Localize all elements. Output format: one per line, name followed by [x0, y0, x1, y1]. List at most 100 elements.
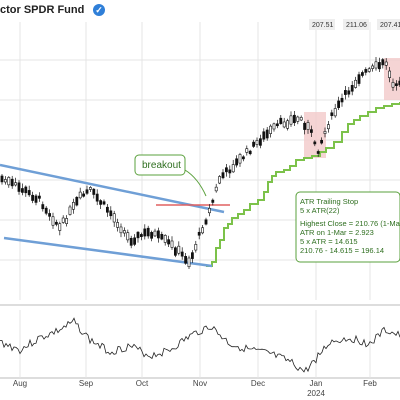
candle-body [61, 217, 65, 223]
candle-body [208, 208, 211, 214]
candle-body [129, 237, 133, 246]
candle-body [289, 115, 293, 125]
candle-body [170, 240, 174, 248]
chart-title: ctor SPDR Fund [0, 4, 85, 16]
candle-body [136, 231, 140, 239]
indicator-line [0, 317, 400, 373]
candle-body [292, 114, 296, 124]
candle-body [102, 201, 106, 205]
candle-body [320, 139, 324, 144]
candle-body [92, 188, 96, 195]
candle-body [10, 178, 14, 187]
price-tag: 211.06 [346, 22, 367, 29]
candle-body [51, 216, 55, 226]
candle-body [194, 244, 198, 251]
candle-body [48, 213, 52, 217]
candle-body [99, 200, 103, 205]
price-tag-bg [377, 19, 400, 30]
candle-body [41, 204, 45, 210]
x-tick-label: Feb [363, 379, 377, 388]
year-label: 2024 [307, 389, 325, 398]
candle-body [286, 120, 290, 129]
candle-body [174, 247, 177, 256]
upper-trendline [0, 163, 225, 214]
candle-body [160, 233, 164, 240]
candle-body [89, 187, 92, 190]
price-tag-bg [309, 19, 335, 30]
candle-body [95, 193, 99, 202]
price-tag: 207.51 [312, 22, 334, 29]
candle-body [65, 218, 69, 224]
candle-body [123, 230, 126, 234]
candle-body [282, 121, 286, 128]
candle-body [357, 74, 361, 84]
candle-body [279, 117, 283, 124]
atr-info-box [295, 191, 400, 263]
breakout-label: breakout [142, 160, 181, 171]
candle-body [54, 221, 58, 225]
candle-body [201, 227, 205, 234]
candle-body [367, 68, 371, 72]
candle-body [184, 256, 188, 264]
atr-trailing-stop-line [206, 102, 400, 267]
candle-body [354, 79, 358, 88]
candle-body [248, 150, 252, 155]
atr-info-line: ATR on 1-Mar = 2.923 [300, 228, 374, 237]
x-tick-label: Dec [251, 379, 265, 388]
candle-body [381, 59, 385, 66]
atr-info-line: ATR Trailing Stop [300, 197, 358, 206]
atr-info-line: 5 x ATR = 14.615 [300, 237, 358, 246]
candle-body [377, 62, 381, 70]
candle-body [82, 193, 86, 197]
x-tick-label: Oct [136, 379, 149, 388]
candle-body [153, 230, 157, 237]
candle-body [14, 182, 18, 186]
candle-body [269, 125, 273, 134]
candle-body [394, 83, 398, 86]
candle-body [180, 251, 184, 257]
candle-body [0, 175, 4, 183]
candle-body [265, 129, 269, 139]
candle-body [350, 85, 354, 92]
candle-body [72, 202, 75, 210]
candle-body [4, 179, 7, 183]
highlight-box [304, 112, 326, 158]
candle-body [7, 177, 11, 186]
candle-body [119, 226, 123, 234]
candle-body [191, 252, 194, 259]
candle-body [316, 151, 320, 154]
candle-body [167, 239, 171, 245]
candle-body [255, 140, 259, 145]
candle-body [85, 189, 89, 194]
candle-body [333, 108, 337, 117]
candle-body [252, 141, 256, 147]
x-tick-label: Aug [13, 379, 27, 388]
candle-body [157, 230, 160, 239]
x-tick-label: Sep [79, 379, 94, 388]
candle-body [211, 199, 215, 203]
candle-body [75, 196, 79, 206]
candle-body [258, 138, 262, 146]
candle-body [343, 90, 347, 95]
candle-body [20, 188, 24, 193]
candle-body [58, 223, 62, 231]
candle-body [34, 195, 38, 203]
candle-body [187, 257, 191, 268]
check-badge-icon[interactable]: ✓ [93, 4, 105, 16]
candle-body [221, 172, 225, 179]
candle-body [126, 232, 130, 241]
price-tag: 207.41 [380, 22, 400, 29]
candle-body [31, 194, 35, 201]
candle-body [17, 182, 21, 192]
candle-body [143, 228, 147, 237]
candle-body [214, 186, 218, 192]
candle-body [296, 116, 300, 122]
highlight-box [384, 58, 400, 100]
x-tick-label: Nov [193, 379, 207, 388]
candle-body [197, 231, 201, 236]
candle-body [133, 237, 137, 245]
price-tag-bg [343, 19, 369, 30]
candle-body [299, 117, 303, 121]
